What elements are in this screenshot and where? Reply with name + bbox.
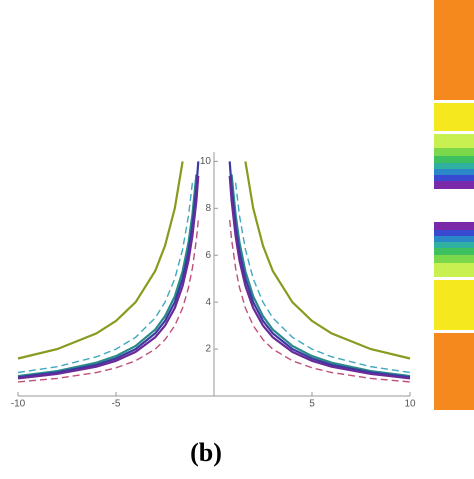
- series-line: [17, 161, 411, 360]
- y-tick-label: 4: [205, 297, 211, 308]
- series-line: [17, 182, 411, 374]
- x-tick-label: -10: [11, 399, 26, 410]
- color-bar: [434, 0, 474, 410]
- x-tick-label: 10: [404, 399, 416, 410]
- y-tick-label: 2: [205, 344, 211, 355]
- y-tick-label: 6: [205, 250, 211, 261]
- x-tick-label: -5: [112, 399, 121, 410]
- series-line: [17, 161, 411, 379]
- series-line: [17, 219, 411, 383]
- series-line: [17, 175, 411, 380]
- y-tick-label: 10: [200, 156, 212, 167]
- series-line: [17, 174, 411, 378]
- x-tick-label: 5: [309, 399, 315, 410]
- caption: (b): [190, 438, 222, 467]
- y-tick-label: 8: [205, 203, 211, 214]
